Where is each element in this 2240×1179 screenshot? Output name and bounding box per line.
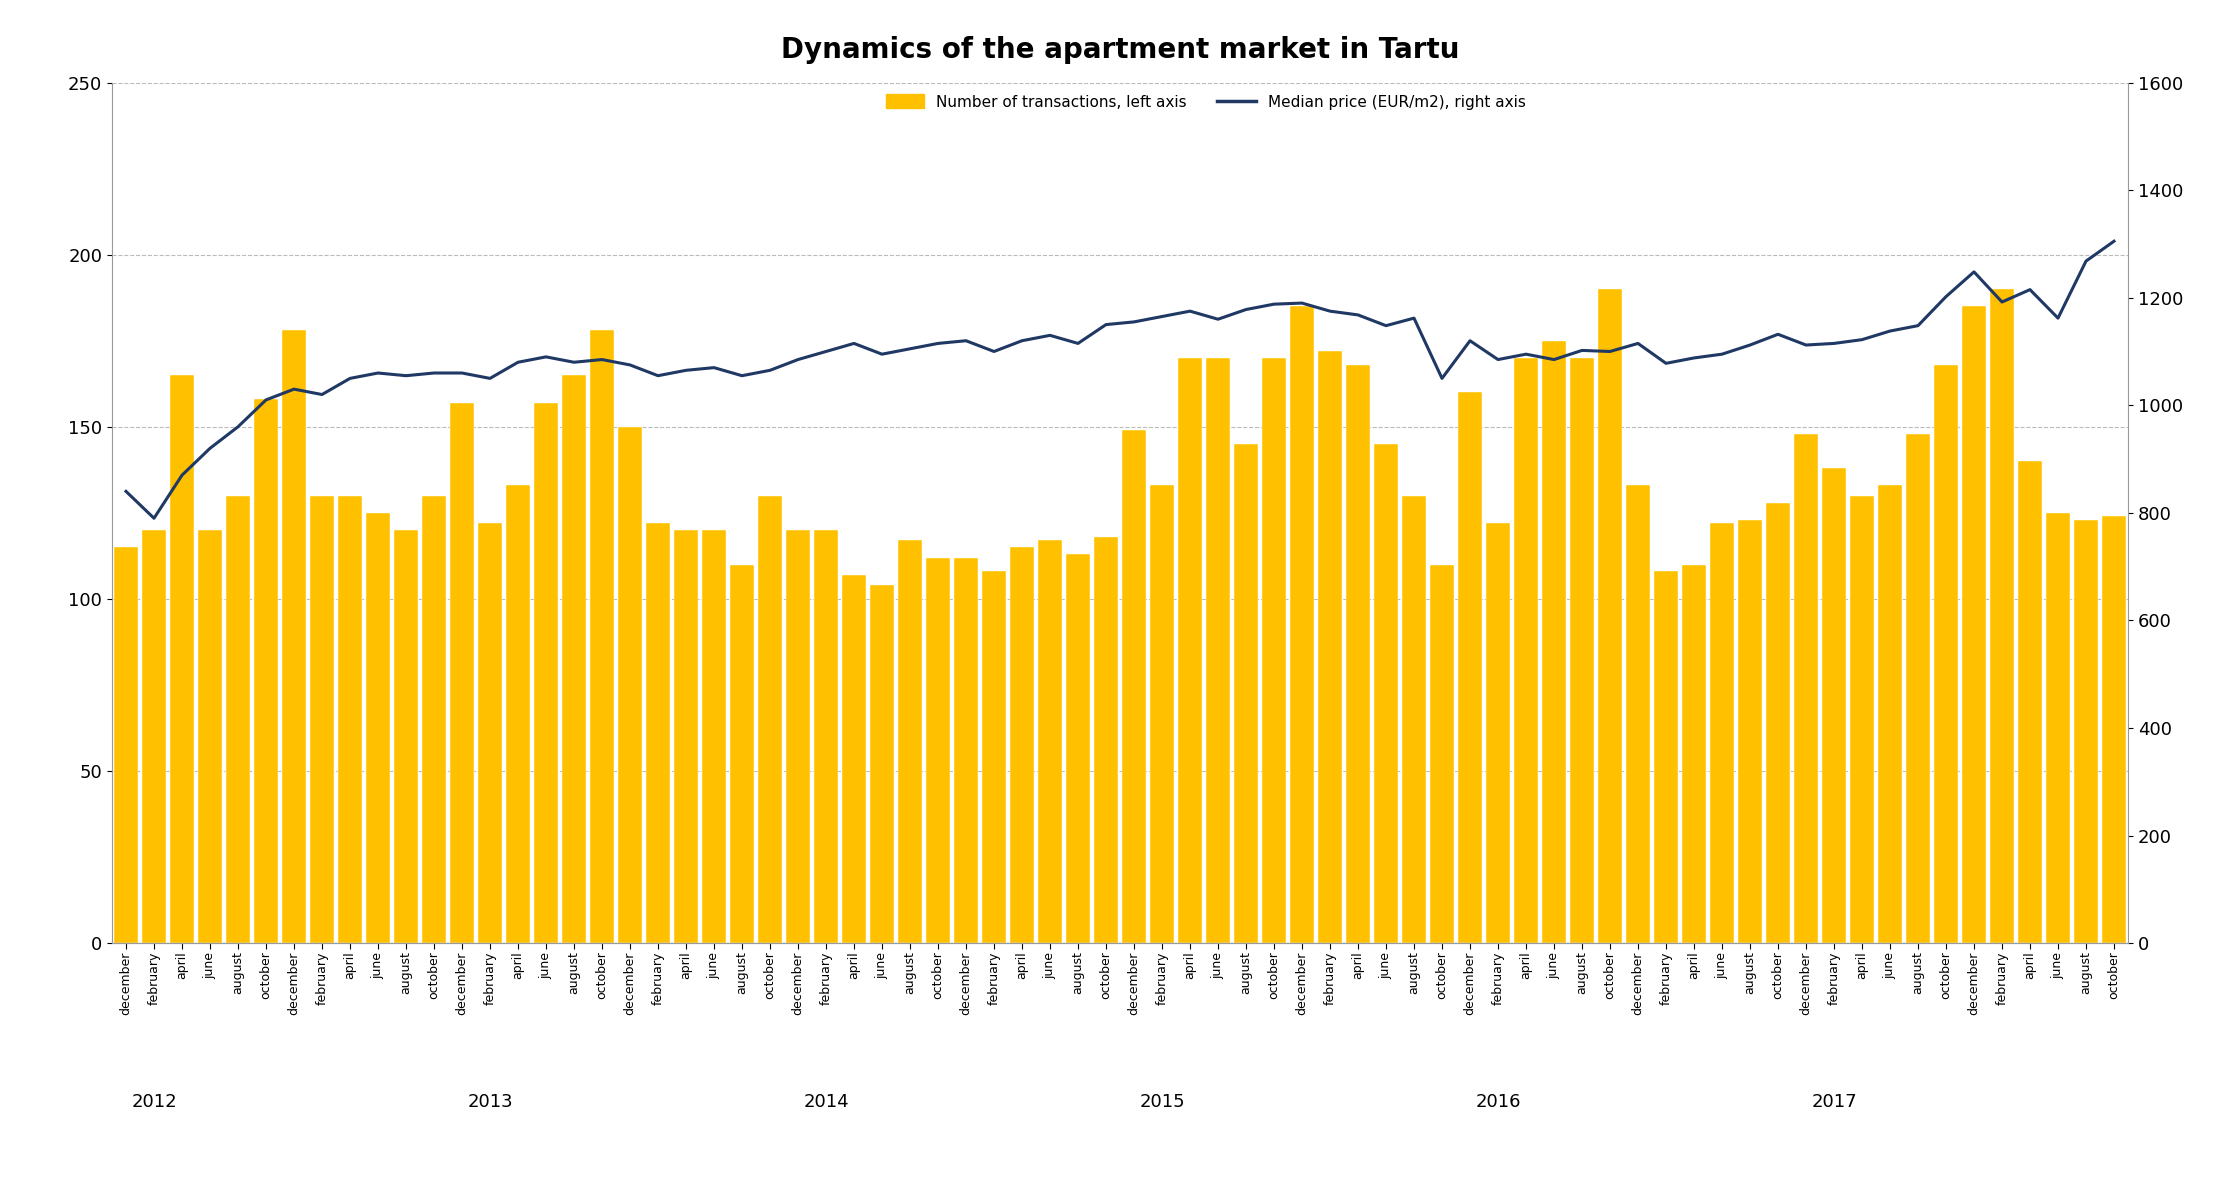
Bar — [1821, 468, 1846, 943]
Bar — [925, 558, 950, 943]
Bar — [562, 375, 587, 943]
Bar — [898, 540, 923, 943]
Bar — [1514, 358, 1539, 943]
Bar — [1093, 536, 1118, 943]
Bar — [1989, 289, 2014, 943]
Bar — [1597, 289, 1622, 943]
Text: 2017: 2017 — [1812, 1093, 1857, 1111]
Bar — [1261, 358, 1286, 943]
Bar — [1877, 486, 1902, 943]
Bar — [1906, 434, 1931, 943]
Bar — [1290, 307, 1315, 943]
Bar — [1962, 307, 1987, 943]
Bar — [1485, 523, 1510, 943]
Bar — [954, 558, 979, 943]
Text: 2015: 2015 — [1140, 1093, 1185, 1111]
Bar — [1738, 520, 1763, 943]
Bar — [1429, 565, 1454, 943]
Bar — [394, 531, 419, 943]
Bar — [1570, 358, 1595, 943]
Bar — [2018, 461, 2043, 943]
Bar — [226, 495, 251, 943]
Bar — [618, 427, 643, 943]
Bar — [589, 330, 614, 943]
Bar — [2074, 520, 2099, 943]
Bar — [1205, 358, 1230, 943]
Bar — [197, 531, 222, 943]
Bar — [253, 400, 278, 943]
Text: 2016: 2016 — [1476, 1093, 1521, 1111]
Bar — [786, 531, 811, 943]
Bar — [981, 572, 1006, 943]
Bar — [674, 531, 699, 943]
Bar — [506, 486, 531, 943]
Bar — [170, 375, 195, 943]
Bar — [282, 330, 307, 943]
Bar — [1765, 502, 1790, 943]
Bar — [477, 523, 502, 943]
Bar — [842, 575, 867, 943]
Bar — [869, 585, 894, 943]
Bar — [1149, 486, 1174, 943]
Bar — [1626, 486, 1651, 943]
Bar — [1653, 572, 1678, 943]
Bar — [1373, 444, 1398, 943]
Title: Dynamics of the apartment market in Tartu: Dynamics of the apartment market in Tart… — [782, 35, 1458, 64]
Text: 2012: 2012 — [132, 1093, 177, 1111]
Bar — [1458, 393, 1483, 943]
Bar — [1402, 495, 1427, 943]
Bar — [114, 547, 139, 943]
Text: 2013: 2013 — [468, 1093, 513, 1111]
Bar — [1010, 547, 1035, 943]
Bar — [1234, 444, 1259, 943]
Bar — [365, 513, 390, 943]
Bar — [1037, 540, 1062, 943]
Bar — [141, 531, 166, 943]
Bar — [2045, 513, 2070, 943]
Bar — [730, 565, 755, 943]
Bar — [1794, 434, 1819, 943]
Bar — [421, 495, 446, 943]
Bar — [757, 495, 782, 943]
Bar — [701, 531, 726, 943]
Bar — [1066, 554, 1091, 943]
Legend: Number of transactions, left axis, Median price (EUR/m2), right axis: Number of transactions, left axis, Media… — [885, 94, 1525, 110]
Bar — [1346, 364, 1371, 943]
Bar — [1709, 523, 1734, 943]
Bar — [1122, 430, 1147, 943]
Bar — [1178, 358, 1203, 943]
Bar — [2101, 516, 2126, 943]
Bar — [338, 495, 363, 943]
Bar — [645, 523, 670, 943]
Bar — [533, 403, 558, 943]
Bar — [1933, 364, 1958, 943]
Bar — [1682, 565, 1707, 943]
Bar — [309, 495, 334, 943]
Bar — [1317, 351, 1342, 943]
Bar — [813, 531, 838, 943]
Bar — [1541, 341, 1566, 943]
Bar — [450, 403, 475, 943]
Text: 2014: 2014 — [804, 1093, 849, 1111]
Bar — [1850, 495, 1875, 943]
